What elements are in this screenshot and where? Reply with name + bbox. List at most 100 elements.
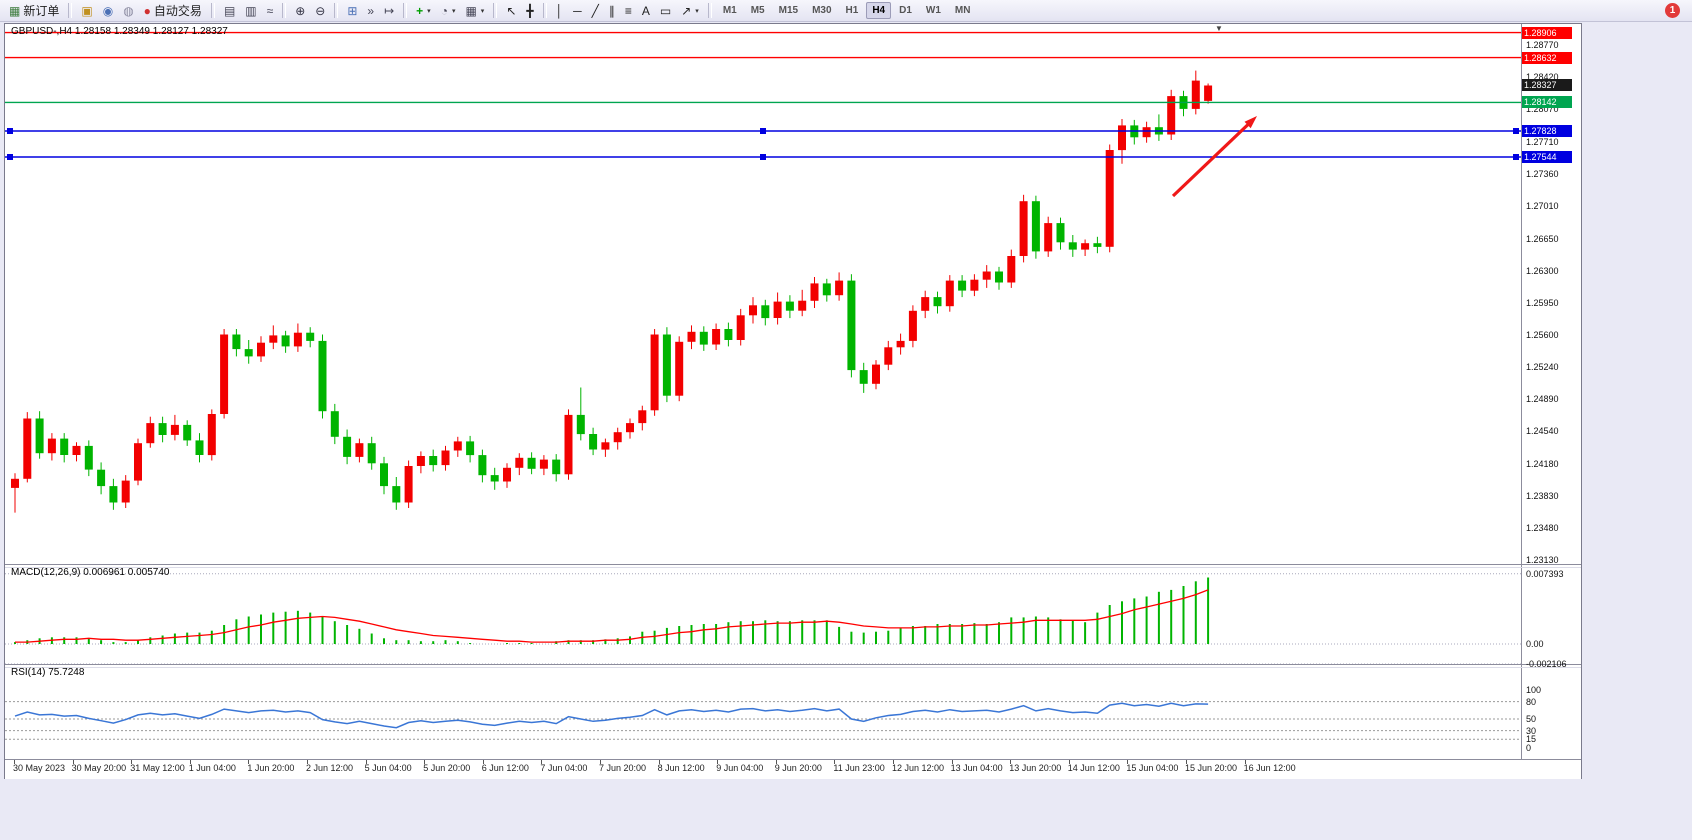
channel-icon: ∥: [608, 3, 615, 18]
toolbar-separator: [282, 3, 287, 18]
price-tick-label: 1.25600: [1526, 329, 1559, 340]
zoom-out-button[interactable]: ⊖: [310, 1, 330, 21]
panel-separator[interactable]: [5, 564, 1581, 568]
chart-shift-marker[interactable]: ▼: [1215, 24, 1223, 33]
trend-arrow[interactable]: [1171, 116, 1257, 198]
macd-title: MACD(12,26,9) 0.006961 0.005740: [11, 567, 170, 578]
toolbar-separator: [707, 3, 712, 18]
trendline-button[interactable]: ╱: [587, 1, 604, 21]
timeframe-h1[interactable]: H1: [845, 5, 859, 16]
timeframe-m1[interactable]: M1: [722, 5, 737, 16]
line-handle[interactable]: [760, 154, 766, 160]
price-tick-label: 100: [1526, 685, 1542, 695]
price-tick-label: 1.25240: [1526, 362, 1559, 373]
price-tick-label: 80: [1526, 696, 1537, 707]
horizontal-line-button[interactable]: ─: [568, 1, 587, 21]
rsi-panel[interactable]: [5, 666, 1521, 759]
time-label: 9 Jun 04:00: [716, 763, 764, 773]
chart-window: GBPUSD-,H4 1.28158 1.28349 1.28127 1.283…: [4, 23, 1582, 779]
auto-scroll-button[interactable]: »: [362, 1, 379, 21]
crosshair-icon: ╋: [526, 3, 534, 18]
periods-button[interactable]: ◔ ▾: [436, 1, 461, 21]
time-label: 9 Jun 20:00: [774, 763, 822, 773]
indicators-button[interactable]: + ▾: [411, 1, 436, 21]
time-tick: [248, 760, 250, 764]
arrows-button[interactable]: ↗ ▾: [676, 1, 704, 21]
line-handle[interactable]: [1513, 128, 1519, 134]
label-button[interactable]: ▭: [655, 1, 676, 21]
horizontal-line[interactable]: [5, 154, 1521, 160]
timeframe-m30[interactable]: M30: [812, 5, 832, 16]
main-chart[interactable]: [5, 24, 1521, 564]
new-order-button[interactable]: ▦ 新订单: [4, 1, 64, 21]
chart-shift-button[interactable]: ↦: [379, 1, 399, 21]
line-handle[interactable]: [7, 154, 13, 160]
notification-badge[interactable]: 1: [1665, 3, 1680, 18]
time-label: 13 Jun 04:00: [950, 763, 1003, 773]
market-button[interactable]: ◉: [98, 1, 118, 21]
time-axis[interactable]: [5, 759, 1581, 779]
toolbar: ▦ 新订单 ▣ ◉ ◍ ● 自动交易 ▤ ▥ ≈ ⊕ ⊖ ⊞ » ↦ + ▾ ◔ ▾ ▦ ▾ ↖ ╋ │ ─ ╱ ∥ ≡ A ▭…: [0, 0, 1692, 22]
macd-panel[interactable]: [5, 566, 1521, 664]
candlestick-chart-button[interactable]: ▥: [240, 1, 261, 21]
timeframe-mn[interactable]: MN: [954, 5, 971, 16]
metaeditor-button[interactable]: ▣: [76, 1, 97, 21]
fibonacci-button[interactable]: ≡: [620, 1, 637, 21]
time-label: 8 Jun 12:00: [657, 763, 705, 773]
autotrading-button[interactable]: ● 自动交易: [139, 1, 207, 21]
time-label: 30 May 2023: [13, 763, 66, 773]
price-scale-separator: [1521, 24, 1522, 759]
news-icon: ◍: [123, 3, 134, 18]
auto-scroll-icon: »: [367, 3, 375, 18]
line-chart-button[interactable]: ≈: [262, 1, 279, 21]
time-tick: [482, 760, 484, 764]
timeframe-h4[interactable]: H4: [866, 2, 892, 19]
arrows-icon: ↗: [681, 3, 692, 18]
timeframe-m15[interactable]: M15: [778, 5, 799, 16]
toolbar-separator: [210, 3, 215, 18]
time-tick: [1127, 760, 1129, 764]
price-tick-label: 0.00: [1526, 639, 1544, 649]
timeframe-w1[interactable]: W1: [925, 5, 941, 16]
vertical-line-button[interactable]: │: [551, 1, 569, 21]
time-label: 7 Jun 20:00: [599, 763, 647, 773]
panel-separator[interactable]: [5, 664, 1581, 668]
quick-icons-group: ▣ ◉ ◍: [76, 1, 138, 21]
crosshair-button[interactable]: ╋: [521, 1, 538, 21]
zoom-in-icon: ⊕: [295, 3, 306, 18]
timeframe-m5[interactable]: M5: [750, 5, 765, 16]
time-tick: [189, 760, 191, 764]
bar-chart-button[interactable]: ▤: [219, 1, 240, 21]
news-button[interactable]: ◍: [118, 1, 138, 21]
text-button[interactable]: A: [637, 1, 655, 21]
price-tick-label: 1.26650: [1526, 233, 1559, 244]
time-label: 1 Jun 04:00: [188, 763, 236, 773]
cursor-icon: ↖: [506, 3, 517, 18]
channel-button[interactable]: ∥: [604, 1, 620, 21]
price-label-box: 1.28327: [1522, 79, 1572, 92]
time-label: 1 Jun 20:00: [247, 763, 295, 773]
line-handle[interactable]: [7, 128, 13, 134]
dropdown-caret-icon: ▾: [480, 7, 485, 15]
templates-button[interactable]: ▦ ▾: [460, 1, 489, 21]
dropdown-caret-icon: ▾: [427, 7, 431, 15]
time-tick: [717, 760, 719, 764]
time-label: 31 May 12:00: [130, 763, 185, 773]
time-label: 5 Jun 20:00: [423, 763, 471, 773]
time-tick: [131, 760, 133, 764]
price-tick-label: -0.002106: [1526, 659, 1567, 669]
cursor-button[interactable]: ↖: [501, 1, 521, 21]
time-tick: [541, 760, 543, 764]
horizontal-line[interactable]: [5, 128, 1521, 134]
time-label: 16 Jun 12:00: [1243, 763, 1296, 773]
line-handle[interactable]: [760, 128, 766, 134]
dropdown-caret-icon: ▾: [695, 7, 699, 15]
zoom-in-button[interactable]: ⊕: [290, 1, 310, 21]
price-tick-label: 30: [1526, 725, 1537, 736]
tile-windows-button[interactable]: ⊞: [342, 1, 362, 21]
price-label-box: 1.27828: [1522, 125, 1572, 138]
time-tick: [72, 760, 74, 764]
line-handle[interactable]: [1513, 154, 1519, 160]
timeframe-d1[interactable]: D1: [899, 5, 912, 16]
